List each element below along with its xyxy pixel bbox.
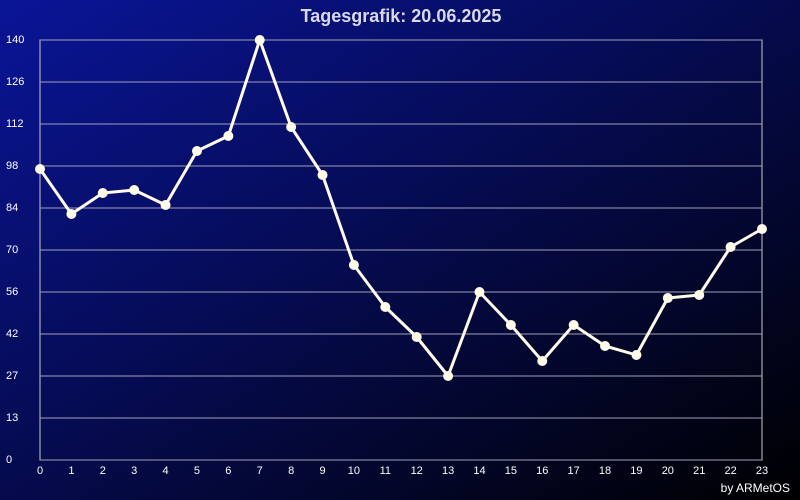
x-tick-label: 7 (257, 465, 263, 477)
x-tick-label: 21 (693, 465, 705, 477)
x-tick-label: 6 (225, 465, 231, 477)
x-tick-label: 1 (68, 465, 74, 477)
data-point (223, 131, 234, 141)
x-tick-label: 23 (756, 465, 768, 477)
y-tick-label: 98 (6, 160, 18, 172)
x-tick-label: 19 (630, 465, 642, 477)
x-tick-label: 14 (473, 465, 485, 477)
chart-title: Tagesgrafik: 20.06.2025 (301, 6, 502, 26)
y-tick-label: 42 (6, 328, 18, 340)
x-tick-label: 9 (319, 465, 325, 477)
data-point (474, 287, 485, 297)
data-point (505, 320, 516, 330)
y-tick-label: 13 (6, 412, 18, 424)
y-tick-label: 0 (6, 454, 12, 466)
y-tick-label: 27 (6, 370, 18, 382)
x-tick-label: 5 (194, 465, 200, 477)
y-tick-label: 84 (6, 202, 18, 214)
x-tick-label: 16 (536, 465, 548, 477)
data-point (35, 164, 45, 174)
data-point (600, 341, 611, 351)
y-tick-label: 140 (6, 34, 24, 46)
data-point (725, 242, 736, 252)
y-tick-label: 126 (6, 76, 24, 88)
footer: by ARMetOS (721, 481, 790, 495)
x-tick-label: 4 (163, 465, 169, 477)
x-tick-label: 18 (599, 465, 611, 477)
data-point (317, 170, 328, 180)
data-point (568, 320, 579, 330)
x-tick-label: 12 (411, 465, 423, 477)
x-tick-label: 22 (724, 465, 736, 477)
x-tick-label: 17 (568, 465, 580, 477)
x-tick-label: 0 (37, 465, 43, 477)
data-point (66, 209, 77, 219)
y-tick-label: 56 (6, 286, 18, 298)
data-point (443, 371, 454, 381)
x-tick-label: 10 (348, 465, 360, 477)
y-tick-label: 112 (6, 118, 24, 130)
data-point (380, 302, 391, 312)
x-tick-label: 20 (662, 465, 674, 477)
data-point (757, 224, 767, 234)
data-point (694, 290, 705, 300)
data-point (191, 146, 202, 156)
x-tick-label: 2 (100, 465, 106, 477)
data-point (348, 260, 359, 270)
x-tick-label: 3 (131, 465, 137, 477)
x-tick-label: 11 (380, 465, 391, 477)
data-point (411, 332, 422, 342)
data-point (160, 200, 171, 210)
y-tick-label: 70 (6, 244, 18, 256)
data-point (97, 188, 108, 198)
x-tick-label: 8 (288, 465, 294, 477)
data-point (662, 293, 673, 303)
data-point (537, 356, 548, 366)
data-line (38, 38, 763, 378)
data-point (129, 185, 140, 195)
x-tick-label: 13 (442, 465, 454, 477)
data-point (254, 35, 265, 45)
data-point (631, 350, 642, 360)
x-tick-label: 15 (505, 465, 517, 477)
data-point (286, 122, 297, 132)
